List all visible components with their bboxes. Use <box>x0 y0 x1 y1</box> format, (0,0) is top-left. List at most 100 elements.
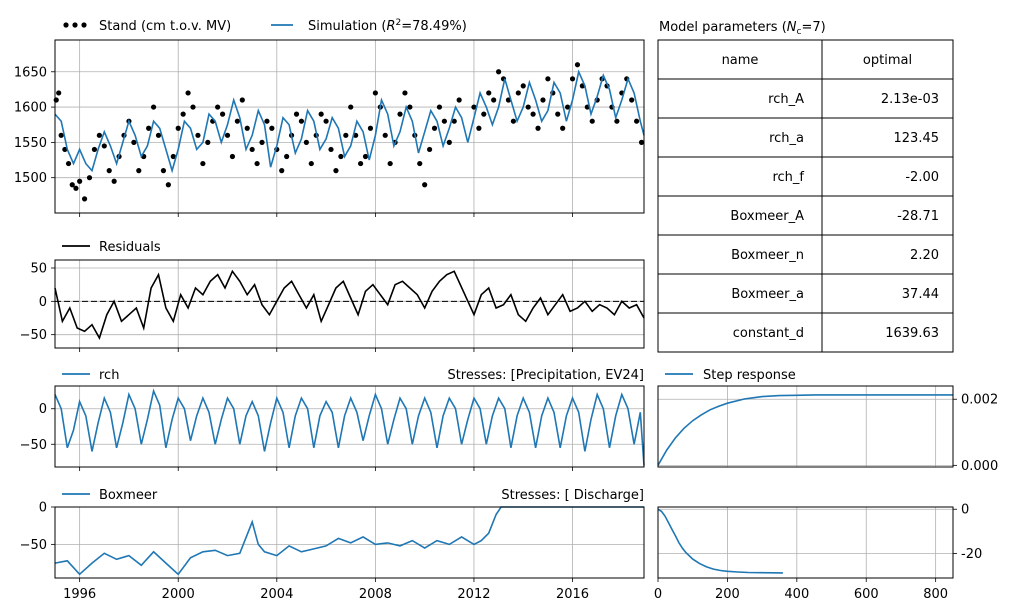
ytick-label: −50 <box>20 538 47 553</box>
boxmeer-yticks: −50 0 <box>20 501 55 553</box>
ytick-label: 50 <box>30 262 47 277</box>
table-cell <box>821 39 954 80</box>
table-row-name: rch_f <box>772 170 804 185</box>
observation-point <box>436 104 443 110</box>
step-boxmeer-panel: -20 0 0 200 400 600 800 <box>654 503 982 602</box>
observation-point <box>520 83 526 89</box>
observation-point <box>530 111 536 117</box>
observation-point <box>150 104 157 110</box>
step-rch-frame <box>657 385 954 468</box>
series-line <box>54 388 645 466</box>
table-cell <box>657 39 823 80</box>
observation-point <box>303 139 309 145</box>
observation-point <box>264 118 270 124</box>
residuals-yticks: −50 0 50 <box>20 262 55 343</box>
observation-point <box>239 97 245 103</box>
xtick-label: 600 <box>854 587 879 602</box>
observation-point <box>431 125 438 131</box>
observation-point <box>254 160 260 167</box>
series-line <box>657 394 953 466</box>
observation-point <box>545 76 551 82</box>
step-boxmeer-yticks: -20 0 <box>953 503 982 562</box>
rch-legend: rch <box>62 368 119 383</box>
observation-point <box>165 182 171 188</box>
xtick-label: 2004 <box>260 587 293 602</box>
observation-point <box>136 168 142 174</box>
observation-point <box>111 178 117 184</box>
series-line <box>54 506 644 576</box>
observation-point <box>86 175 93 181</box>
rch-xticks <box>79 467 573 471</box>
table-row-name: Boxmeer_n <box>731 248 804 263</box>
ytick-label: -20 <box>961 547 982 562</box>
observation-point <box>229 153 236 160</box>
observation-point <box>160 168 167 174</box>
table-header: name <box>722 53 759 68</box>
observation-point <box>387 160 393 167</box>
step-boxmeer-xticks: 0 200 400 600 800 <box>654 578 948 602</box>
table-row-value: 37.44 <box>902 287 939 302</box>
step-boxmeer-frame <box>657 506 954 579</box>
table-row-value: -28.71 <box>897 209 939 224</box>
observation-point <box>73 185 79 191</box>
observation-point <box>234 118 240 124</box>
boxmeer-series <box>54 506 644 576</box>
table-row-value: -2.00 <box>905 170 939 185</box>
ytick-label: 1600 <box>14 101 47 116</box>
observation-point <box>318 111 324 117</box>
observation-point <box>357 160 364 167</box>
observation-point <box>249 146 255 153</box>
observation-point <box>372 90 378 96</box>
observation-point <box>555 111 561 117</box>
head-series <box>53 62 645 202</box>
boxmeer-xticks: 1996 2000 2004 2008 2012 2016 <box>63 578 589 602</box>
legend-simulation: Simulation (R2=78.49%) <box>271 18 467 34</box>
head-frame <box>54 39 645 214</box>
table-row-name: rch_a <box>769 131 804 146</box>
ytick-label: 0 <box>39 501 47 516</box>
observation-point <box>146 125 152 131</box>
boxmeer-stresses-title: Stresses: [ Discharge] <box>501 488 644 503</box>
observation-point <box>426 146 433 153</box>
legend-rch-label: rch <box>99 368 119 383</box>
observation-point <box>328 146 334 153</box>
residuals-frame <box>54 259 645 349</box>
residuals-series <box>54 269 645 341</box>
rch-grid <box>55 386 644 467</box>
observation-point <box>565 104 571 110</box>
xtick-label: 2000 <box>162 587 195 602</box>
observation-point <box>422 182 428 188</box>
observation-point <box>540 97 546 103</box>
ytick-label: 0.002 <box>961 393 998 408</box>
step-rch-series <box>657 394 953 466</box>
parameter-table: Model parameters (Nc=7) name optimal rch_A… <box>657 20 954 353</box>
observation-point <box>481 111 487 117</box>
observation-point <box>131 139 137 145</box>
rch-series <box>54 388 645 466</box>
residuals-xticks <box>79 348 573 352</box>
xtick-label: 400 <box>784 587 809 602</box>
table-cell <box>821 312 954 353</box>
observation-point <box>284 153 290 160</box>
observation-point <box>574 62 581 68</box>
observation-point <box>456 97 462 103</box>
observation-point <box>190 104 196 110</box>
observation-point <box>491 97 497 103</box>
ytick-label: 0 <box>39 402 47 417</box>
table-cell <box>657 78 823 119</box>
observation-point <box>219 111 226 117</box>
head-legend: Stand (cm t.o.v. MV) Simulation (R2=78.4… <box>63 18 467 34</box>
observation-point <box>62 146 68 153</box>
table-header: optimal <box>863 53 912 68</box>
residuals-panel: −50 0 50 Residuals <box>20 240 645 352</box>
observation-point <box>323 118 329 124</box>
legend-observed: Stand (cm t.o.v. MV) <box>63 19 231 34</box>
observation-point <box>589 118 595 124</box>
ytick-label: 0 <box>39 295 47 310</box>
observation-point <box>298 118 305 124</box>
series-line <box>657 508 783 574</box>
rch-yticks: −50 0 <box>20 402 55 453</box>
observation-point <box>535 125 541 131</box>
observation-point <box>348 104 354 110</box>
